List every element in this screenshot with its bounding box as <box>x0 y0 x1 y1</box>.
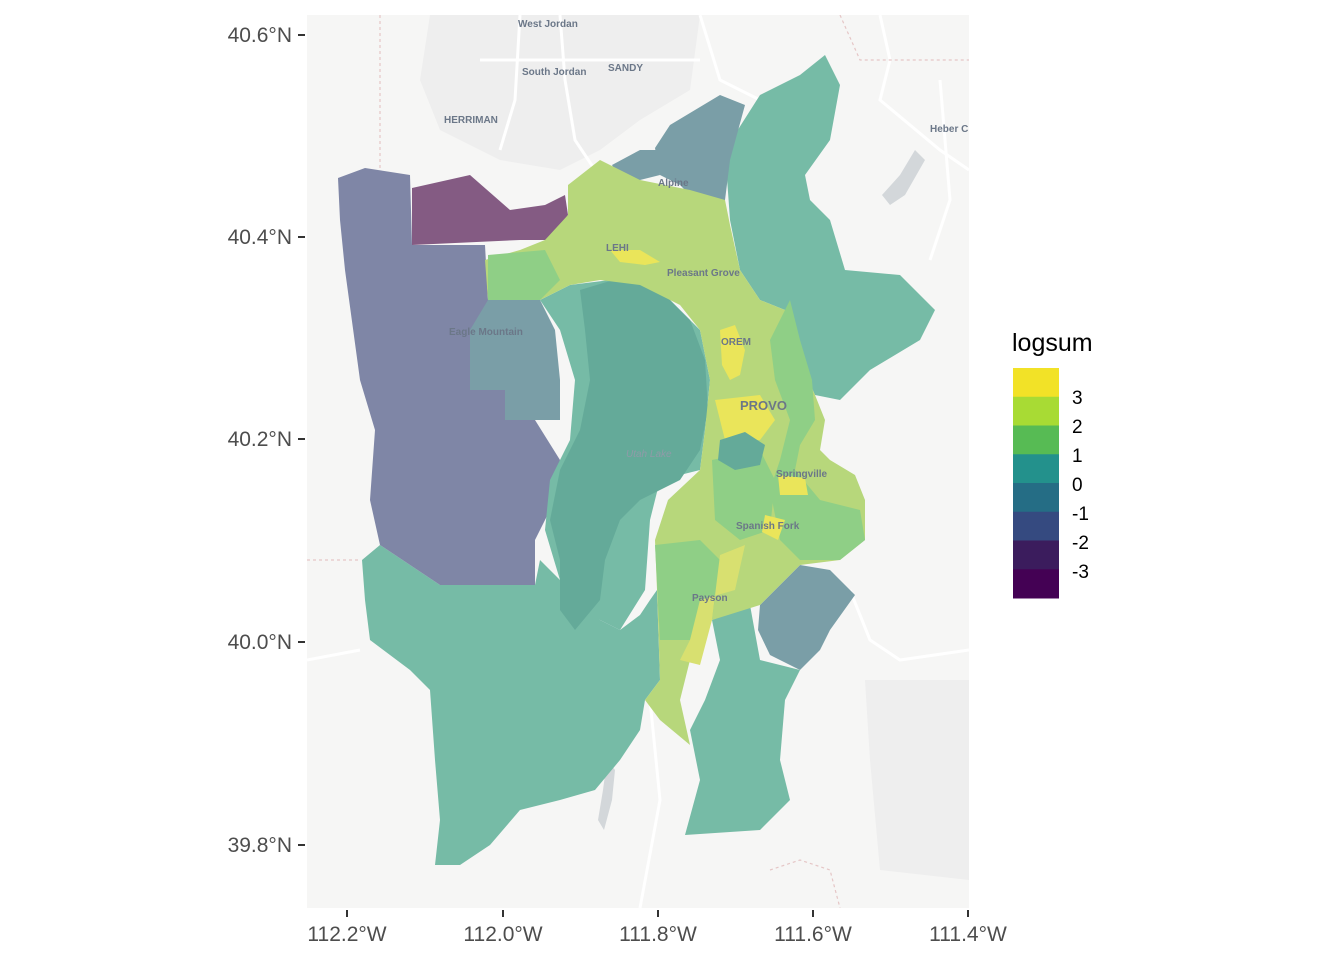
x-tick-label: 112.0°W <box>463 923 542 946</box>
legend-label: -2 <box>1072 533 1089 554</box>
y-tick-label: 40.6°N <box>228 24 292 47</box>
legend-title: logsum <box>1012 329 1093 357</box>
region-north-lime <box>485 160 865 745</box>
y-axis: 40.6°N 40.4°N 40.2°N 40.0°N 39.8°N <box>228 24 305 857</box>
legend-label: 3 <box>1072 388 1083 409</box>
region-eagle-mountain <box>470 300 560 420</box>
region-west-purple <box>338 168 560 585</box>
place-label-south-jordan: South Jordan <box>522 67 586 78</box>
legend-swatch <box>1013 569 1059 599</box>
x-tick-label: 112.2°W <box>307 923 386 946</box>
place-label-heber: Heber C <box>930 124 968 135</box>
place-label-sandy: SANDY <box>608 63 643 74</box>
region-south-teal <box>362 545 660 865</box>
region-south-central <box>685 605 800 835</box>
region-provo-bay <box>718 432 765 470</box>
reservoir-south <box>598 760 615 830</box>
boundary-lines <box>307 15 969 908</box>
urban-area <box>420 15 700 170</box>
y-tick-label: 39.8°N <box>228 834 292 857</box>
region-yellow-provo <box>715 395 775 440</box>
region-northeast-teal <box>725 55 935 400</box>
region-yellow-orem <box>720 325 745 380</box>
land-block <box>865 680 969 880</box>
region-yellow-lehi <box>610 250 660 265</box>
place-label-alpine: Alpine <box>658 178 689 189</box>
place-label-west-jordan: West Jordan <box>518 19 578 30</box>
deer-creek-reservoir <box>882 150 925 205</box>
region-green-west <box>488 250 560 300</box>
legend-swatch <box>1013 540 1059 570</box>
legend-label: 0 <box>1072 475 1083 496</box>
legend-swatch <box>1013 396 1059 426</box>
road-network <box>307 15 969 908</box>
place-label-payson: Payson <box>692 593 728 604</box>
legend-swatch <box>1013 483 1059 513</box>
place-labels: West Jordan South Jordan SANDY HERRIMAN … <box>444 19 968 604</box>
place-label-herriman: HERRIMAN <box>444 115 498 126</box>
x-tick-label: 111.8°W <box>619 923 697 946</box>
legend-swatch <box>1013 368 1059 398</box>
x-tick-label: 111.6°W <box>774 923 852 946</box>
region-spanish-fork-teal <box>712 450 775 540</box>
choropleth <box>338 55 935 865</box>
x-axis: 112.2°W 112.0°W 111.8°W 111.6°W 111.4°W <box>307 910 1007 946</box>
x-tick-label: 111.4°W <box>929 923 1007 946</box>
place-label-utah-lake: Utah Lake <box>626 449 672 460</box>
legend-label: 2 <box>1072 417 1083 438</box>
region-yellow-springville <box>778 475 808 495</box>
y-tick-label: 40.2°N <box>228 428 292 451</box>
region-yellow-corridor <box>680 545 745 665</box>
utah-lake <box>550 278 708 630</box>
place-label-springville: Springville <box>776 469 828 480</box>
region-southeast-steel <box>758 565 855 670</box>
y-tick-label: 40.0°N <box>228 631 292 654</box>
legend: logsum 3 2 1 0 -1 -2 -3 <box>1012 329 1093 599</box>
region-alpine-steel <box>655 95 745 205</box>
place-label-eagle-mountain: Eagle Mountain <box>449 327 523 338</box>
place-label-pleasant-grove: Pleasant Grove <box>667 268 740 279</box>
legend-label: -1 <box>1072 504 1089 525</box>
legend-colorbar <box>1013 368 1059 599</box>
legend-swatch <box>1013 511 1059 541</box>
legend-label: -3 <box>1072 562 1089 583</box>
legend-label: 1 <box>1072 446 1083 467</box>
region-yellow-sf <box>762 515 785 540</box>
legend-swatch <box>1013 425 1059 455</box>
region-northwest-purple <box>412 175 568 245</box>
place-label-provo: PROVO <box>740 398 787 413</box>
y-tick-label: 40.4°N <box>228 226 292 249</box>
place-label-orem: OREM <box>721 337 751 348</box>
legend-swatch <box>1013 454 1059 484</box>
place-label-spanish-fork: Spanish Fork <box>736 521 800 532</box>
place-label-lehi: LEHI <box>606 243 629 254</box>
